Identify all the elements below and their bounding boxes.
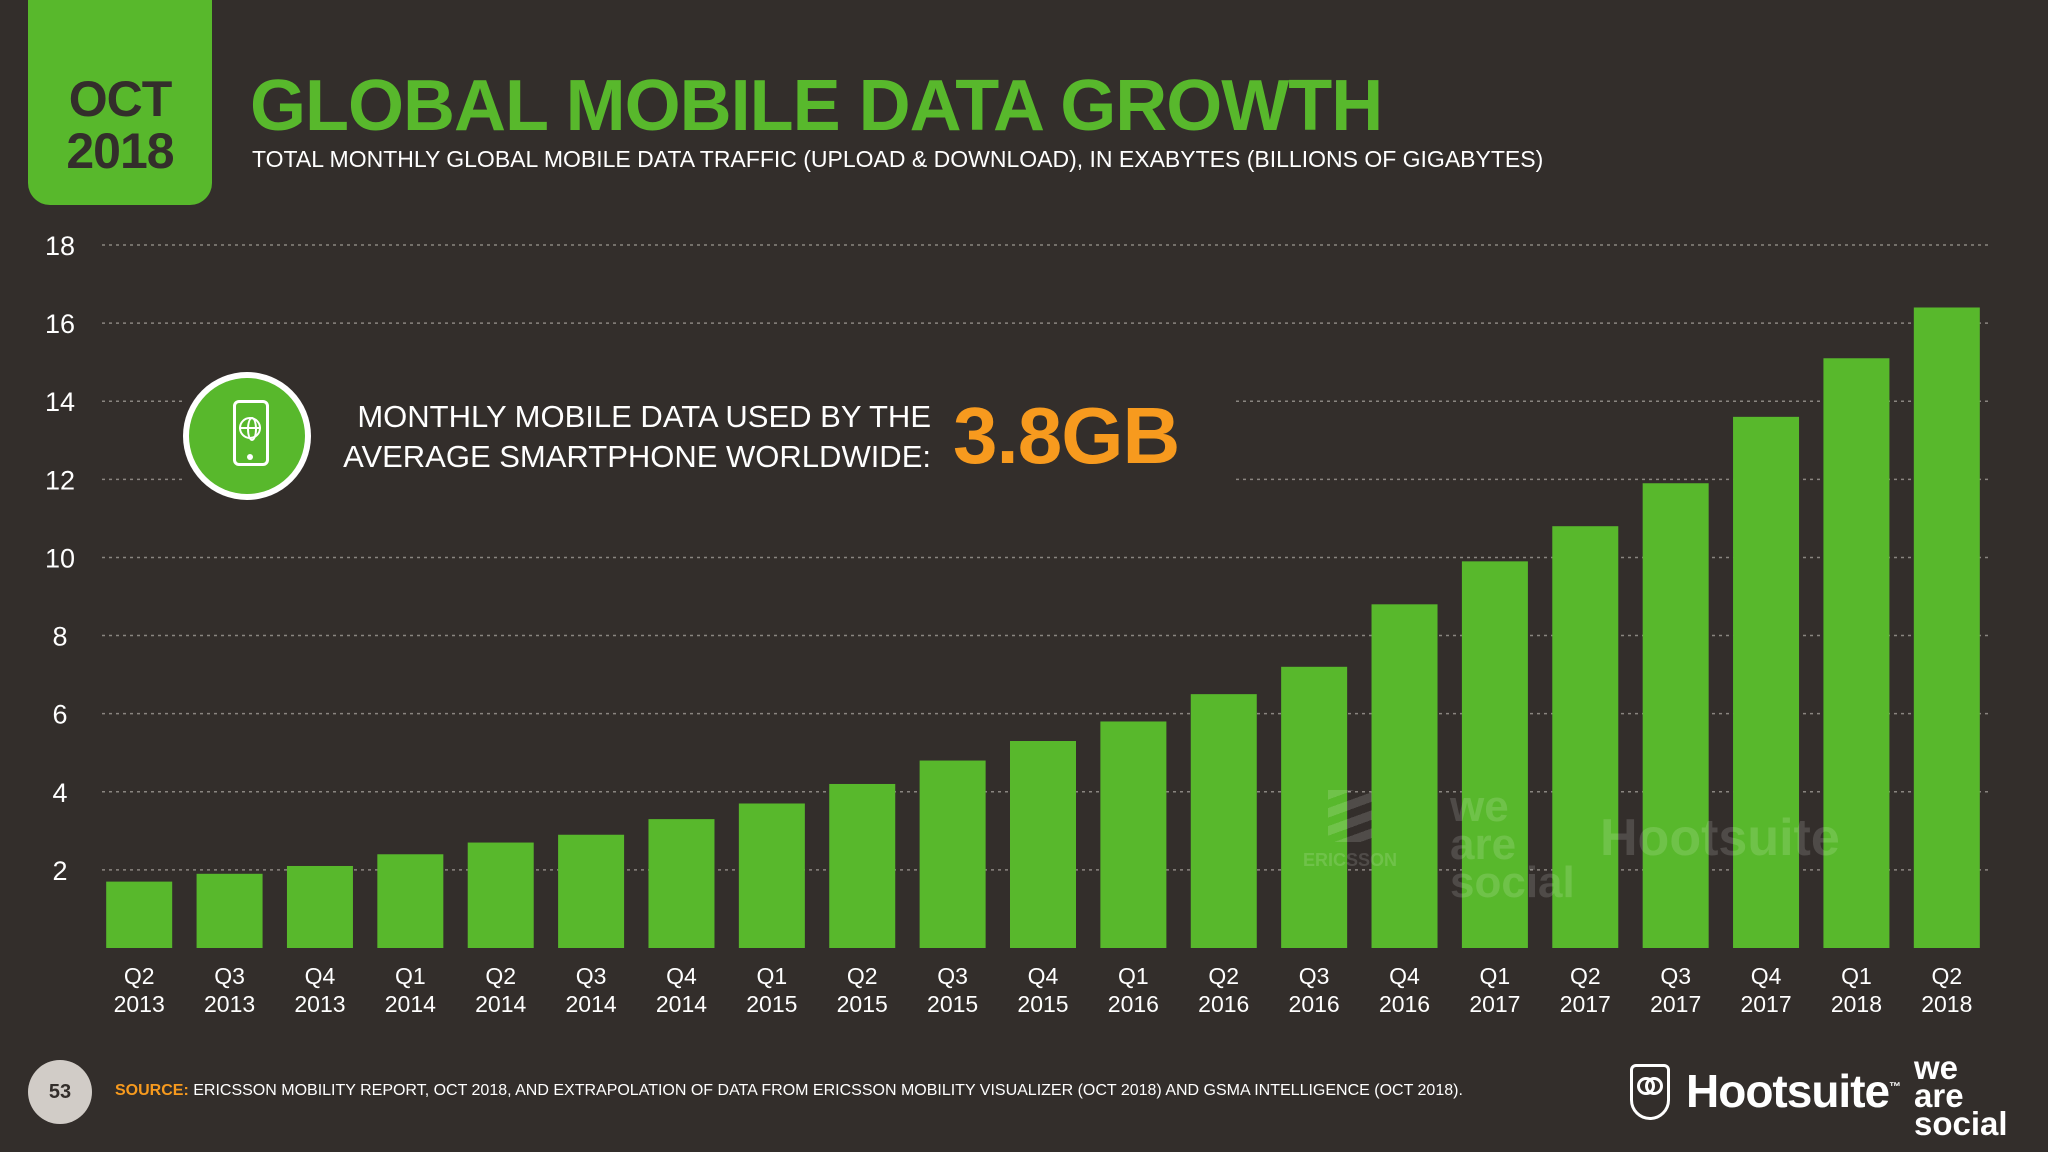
x-tick-quarter: Q3 [214, 963, 245, 989]
hootsuite-watermark: Hootsuite [1600, 809, 1840, 867]
bar-q1-2014 [377, 854, 444, 948]
x-tick-year: 2014 [475, 991, 526, 1017]
x-tick-quarter: Q4 [1751, 963, 1782, 989]
source-label: SOURCE: [115, 1082, 189, 1099]
source-text: ERICSSON MOBILITY REPORT, OCT 2018, AND … [193, 1082, 1463, 1099]
x-tick-year: 2017 [1560, 991, 1611, 1017]
owl-icon [1630, 1064, 1670, 1120]
y-tick-label: 2 [52, 856, 67, 886]
bar-q4-2014 [648, 819, 715, 948]
y-tick-label: 14 [45, 387, 75, 417]
y-tick-label: 10 [45, 543, 75, 573]
callout-value: 3.8GB [953, 391, 1180, 480]
callout-box: MONTHLY MOBILE DATA USED BY THE AVERAGE … [183, 372, 1233, 512]
page-number: 53 [28, 1060, 92, 1124]
x-tick-quarter: Q2 [1208, 963, 1239, 989]
bar-q4-2013 [286, 865, 353, 948]
x-tick-quarter: Q1 [1118, 963, 1149, 989]
source-note: SOURCE: ERICSSON MOBILITY REPORT, OCT 20… [115, 1082, 1463, 1100]
bar-q3-2017 [1642, 483, 1709, 948]
x-tick-year: 2014 [566, 991, 617, 1017]
x-tick-quarter: Q1 [395, 963, 426, 989]
x-tick-year: 2013 [114, 991, 165, 1017]
bar-q3-2015 [919, 760, 986, 948]
y-tick-label: 8 [52, 622, 67, 652]
bar-q2-2015 [829, 783, 896, 948]
x-tick-quarter: Q3 [1299, 963, 1330, 989]
bar-q1-2016 [1100, 721, 1167, 948]
x-tick-year: 2015 [1017, 991, 1068, 1017]
x-tick-quarter: Q1 [1841, 963, 1872, 989]
x-tick-quarter: Q4 [305, 963, 336, 989]
smartphone-globe-icon [183, 372, 311, 500]
bar-q4-2015 [1010, 741, 1076, 948]
x-tick-year: 2018 [1831, 991, 1882, 1017]
y-tick-label: 16 [45, 309, 75, 339]
x-tick-quarter: Q2 [847, 963, 878, 989]
y-axis-ticks: 2 4 6 8 10 12 14 16 18 [45, 231, 75, 886]
bar-q3-2014 [558, 834, 625, 948]
bar-q1-2018 [1823, 358, 1890, 948]
x-tick-quarter: Q3 [1660, 963, 1691, 989]
bar-q4-2016 [1371, 604, 1438, 948]
x-tick-year: 2015 [927, 991, 978, 1017]
bar-q2-2016 [1190, 694, 1257, 948]
x-tick-quarter: Q2 [485, 963, 516, 989]
bar-q2-2017 [1552, 526, 1619, 948]
x-tick-quarter: Q4 [666, 963, 697, 989]
x-tick-year: 2016 [1108, 991, 1159, 1017]
x-tick-quarter: Q4 [1028, 963, 1059, 989]
x-tick-quarter: Q2 [1570, 963, 1601, 989]
badge-month: OCT [68, 71, 173, 127]
callout-label: MONTHLY MOBILE DATA USED BY THE AVERAGE … [343, 399, 931, 474]
y-tick-label: 6 [52, 700, 67, 730]
page-subtitle: TOTAL MONTHLY GLOBAL MOBILE DATA TRAFFIC… [252, 146, 1544, 172]
x-tick-quarter: Q3 [937, 963, 968, 989]
ericsson-logo-icon [1328, 790, 1372, 842]
bar-q1-2017 [1461, 561, 1528, 948]
x-tick-year: 2016 [1198, 991, 1249, 1017]
x-tick-year: 2014 [385, 991, 436, 1017]
x-tick-year: 2016 [1379, 991, 1430, 1017]
bar-q1-2015 [738, 803, 805, 948]
ericsson-watermark: ERICSSON [1290, 790, 1410, 871]
bar-q2-2013 [106, 881, 173, 948]
we-are-social-watermark: we are social [1450, 782, 1575, 907]
page-title: GLOBAL MOBILE DATA GROWTH [250, 66, 1383, 146]
x-tick-year: 2018 [1921, 991, 1972, 1017]
x-tick-quarter: Q2 [124, 963, 155, 989]
bar-q3-2013 [196, 873, 263, 948]
x-tick-year: 2013 [294, 991, 345, 1017]
x-tick-quarter: Q3 [576, 963, 607, 989]
y-tick-label: 18 [45, 231, 75, 261]
x-tick-year: 2017 [1650, 991, 1701, 1017]
x-tick-quarter: Q1 [757, 963, 788, 989]
bar-q2-2018 [1913, 307, 1980, 948]
x-axis-ticks: Q22013Q32013Q42013Q12014Q22014Q32014Q420… [114, 963, 1973, 1017]
x-tick-year: 2017 [1469, 991, 1520, 1017]
x-tick-quarter: Q2 [1931, 963, 1962, 989]
bar-q4-2017 [1733, 416, 1800, 948]
y-tick-label: 4 [52, 778, 67, 808]
badge-year: 2018 [66, 123, 174, 179]
bars [106, 307, 1980, 948]
date-badge: OCT 2018 [28, 0, 212, 205]
x-tick-quarter: Q4 [1389, 963, 1420, 989]
x-tick-year: 2015 [837, 991, 888, 1017]
bar-q3-2016 [1281, 666, 1348, 948]
x-tick-year: 2013 [204, 991, 255, 1017]
x-tick-year: 2015 [746, 991, 797, 1017]
x-tick-year: 2017 [1740, 991, 1791, 1017]
x-tick-year: 2016 [1289, 991, 1340, 1017]
we-are-social-logo: we are social [1914, 1049, 2008, 1142]
x-tick-year: 2014 [656, 991, 707, 1017]
bar-q2-2014 [467, 842, 534, 948]
y-tick-label: 12 [45, 465, 75, 495]
x-tick-quarter: Q1 [1480, 963, 1511, 989]
